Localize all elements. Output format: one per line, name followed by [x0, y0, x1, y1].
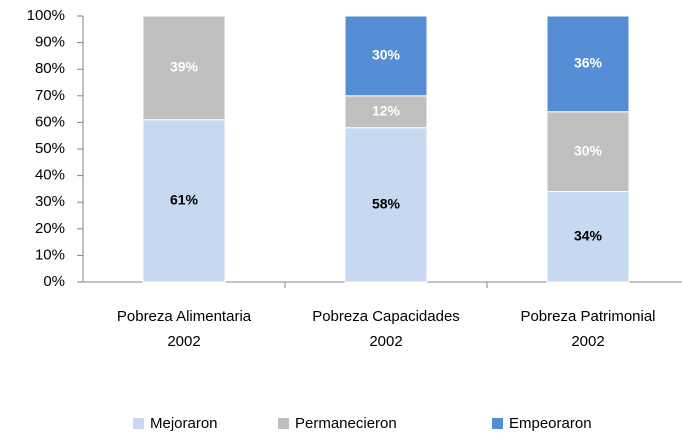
bar-segment [546, 191, 630, 283]
y-tick-label: 60% [35, 113, 65, 130]
x-tick-label: Pobreza Patrimonial 2002 [520, 308, 655, 350]
y-tick-label: 40% [35, 167, 65, 184]
data-label: 36% [574, 55, 603, 71]
x-tick-label: Pobreza Alimentaria 2002 [117, 308, 252, 350]
y-tick-label: 0% [43, 273, 65, 290]
legend-swatch [492, 418, 503, 429]
y-tick-label: 100% [27, 7, 65, 24]
legend-label: Empeoraron [509, 415, 592, 432]
x-tick-label: Pobreza Capacidades 2002 [312, 308, 460, 350]
bar-segment [142, 15, 226, 121]
data-label: 30% [372, 47, 401, 63]
legend-swatch [133, 418, 144, 429]
legend-label: Mejoraron [150, 415, 218, 432]
y-tick-label: 70% [35, 87, 65, 104]
data-label: 34% [574, 227, 603, 243]
bar-segment [546, 15, 630, 113]
data-label: 39% [170, 59, 199, 75]
bar-segment [344, 127, 428, 283]
y-tick-label: 90% [35, 34, 65, 51]
y-tick-label: 50% [35, 140, 65, 157]
legend-swatch [278, 418, 289, 429]
data-label: 12% [372, 102, 401, 118]
data-label: 61% [170, 192, 199, 208]
y-tick-label: 30% [35, 193, 65, 210]
legend-label: Permanecieron [295, 415, 397, 432]
y-tick-label: 20% [35, 220, 65, 237]
bar-segment [344, 15, 428, 97]
data-label: 58% [372, 196, 401, 212]
bar-segment [344, 95, 428, 129]
y-tick-label: 80% [35, 60, 65, 77]
y-tick-label: 10% [35, 246, 65, 263]
data-label: 30% [574, 142, 603, 158]
bar-segment [142, 119, 226, 283]
